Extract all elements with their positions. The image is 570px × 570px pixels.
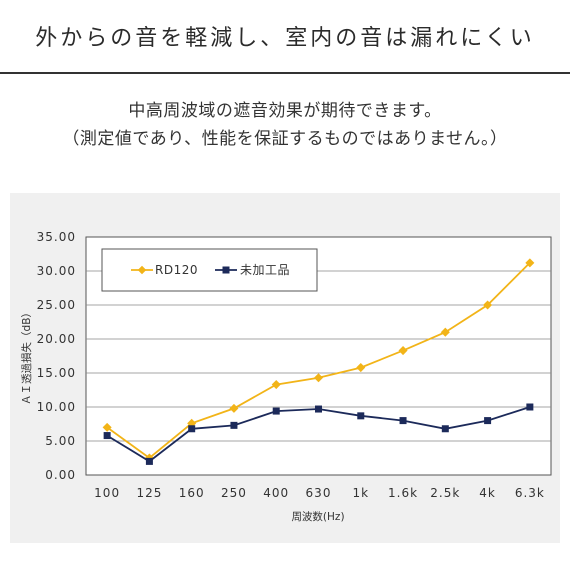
y-tick-4: 20.00 [37,332,76,346]
x-axis-label: 周波数(Hz) [291,510,344,523]
header-banner: 外からの音を軽減し、室内の音は漏れにくい [0,0,570,74]
x-tick-labels: 100 125 160 250 400 630 1k 1.6k 2.5k 4k 6.3k [94,486,545,500]
point-1-4 [272,407,280,415]
y-tick-1: 5.00 [45,434,76,448]
x-tick-10: 6.3k [515,486,545,500]
x-tick-1: 125 [136,486,162,500]
point-0-6 [356,363,366,373]
legend-marker-rd120 [137,265,147,275]
y-axis-label: ＡＩ透過損失（dB） [20,307,33,405]
x-tick-4: 400 [263,486,289,500]
legend: RD120 未加工品 [101,248,318,292]
point-1-3 [230,421,238,429]
y-tick-0: 0.00 [45,468,76,482]
x-tick-8: 2.5k [430,486,460,500]
x-tick-3: 250 [221,486,247,500]
subtitle-line-1: 中高周波域の遮音効果が期待できます。 [128,101,442,121]
point-1-1 [145,457,153,465]
x-tick-7: 1.6k [388,486,418,500]
point-0-9 [483,300,493,310]
legend-label-untreated: 未加工品 [240,263,290,277]
y-tick-labels: 0.00 5.00 10.00 15.00 20.00 25.00 30.00 35.00 [37,230,76,482]
legend-label-rd120: RD120 [155,263,198,277]
point-1-2 [188,425,196,433]
chart-panel: 0.00 5.00 10.00 15.00 20.00 25.00 30.00 35.00 1… [10,193,560,543]
line-chart: 0.00 5.00 10.00 15.00 20.00 25.00 30.00 35.00 1… [20,230,552,523]
y-tick-3: 15.00 [37,366,76,380]
point-1-5 [315,405,322,413]
point-1-8 [441,425,449,433]
point-1-0 [103,432,111,440]
subtitle-line-2: （測定値であり、性能を保証するものではありません。） [62,129,508,149]
point-0-3 [229,403,239,413]
point-1-9 [484,417,492,425]
y-tick-7: 35.00 [37,230,76,244]
x-tick-0: 100 [94,486,120,500]
point-0-4 [271,380,281,390]
grid-lines [86,270,551,442]
point-0-7 [398,346,408,356]
header-title: 外からの音を軽減し、室内の音は漏れにくい [35,26,535,51]
point-1-7 [399,417,407,425]
x-tick-5: 630 [306,486,332,500]
point-1-10 [526,403,534,411]
legend-marker-untreated [222,266,230,274]
y-tick-6: 30.00 [37,264,76,278]
point-1-6 [357,412,365,420]
y-tick-2: 10.00 [37,400,76,414]
x-tick-2: 160 [179,486,205,500]
x-tick-9: 4k [479,486,496,500]
x-tick-6: 1k [352,486,369,500]
y-tick-5: 25.00 [37,298,76,312]
